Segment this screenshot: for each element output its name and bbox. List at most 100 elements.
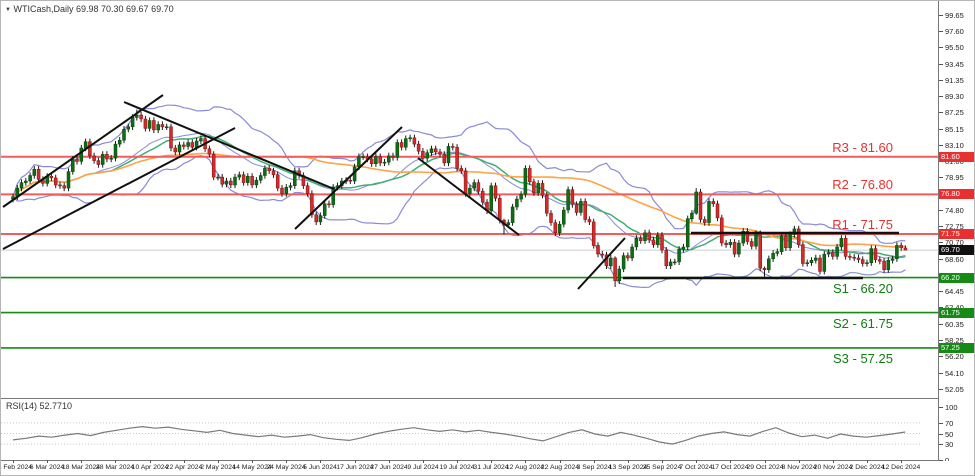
candle <box>310 193 314 216</box>
date-tick-label[interactable]: 31 Jul 2024 <box>473 464 509 471</box>
date-tick-label[interactable]: 19 Jul 2024 <box>439 464 475 471</box>
date-tick-label[interactable]: 2 Dec 2024 <box>849 464 885 471</box>
candle <box>361 156 365 158</box>
date-tick-label[interactable]: 12 Aug 2024 <box>505 464 545 471</box>
candle <box>562 209 566 225</box>
trendline[interactable] <box>294 126 403 230</box>
date-tick-label[interactable]: 23 Feb 2024 <box>1 464 33 471</box>
candle <box>357 156 361 168</box>
candle <box>660 234 664 251</box>
candle <box>387 155 391 163</box>
date-tick-label[interactable]: 13 Sep 2024 <box>608 464 648 471</box>
candle <box>164 126 169 129</box>
date-tick-label[interactable]: 9 Jul 2024 <box>407 464 439 471</box>
date-tick-label[interactable]: 27 Jun 2024 <box>370 464 408 471</box>
candle <box>493 185 498 199</box>
price-level-badge: 81.60 <box>939 152 974 162</box>
candle <box>737 242 741 255</box>
candle <box>288 185 293 188</box>
price-tick-label: 85.15 <box>945 125 964 134</box>
candle <box>702 219 707 223</box>
date-tick-label[interactable]: 12 Dec 2024 <box>881 464 921 471</box>
candle <box>314 214 318 223</box>
candle <box>480 190 485 203</box>
ohlc-readout: 69.98 70.30 69.67 69.70 <box>76 4 174 14</box>
rsi-pane[interactable] <box>1 399 938 460</box>
candle <box>720 217 724 244</box>
date-tick-label[interactable]: 17 Oct 2024 <box>711 464 749 471</box>
date-tick-label[interactable]: 22 Aug 2024 <box>540 464 580 471</box>
candle <box>869 248 874 263</box>
candle <box>886 260 891 270</box>
date-tick-mark <box>81 460 82 463</box>
date-tick-label[interactable]: 3 Sep 2024 <box>576 464 612 471</box>
price-axis[interactable]: 99.65 97.60 95.50 93.45 91.35 89.30 87.25 85.15… <box>939 1 974 475</box>
candle <box>865 262 869 264</box>
candle <box>771 253 775 260</box>
candle <box>182 144 186 147</box>
date-tick-label[interactable]: 17 Jun 2024 <box>336 464 374 471</box>
symbol-dropdown-icon[interactable]: ▼ <box>5 7 11 13</box>
price-tick-mark <box>939 242 943 243</box>
trendline[interactable] <box>417 157 520 236</box>
date-tick-label[interactable]: 14 May 2024 <box>232 464 272 471</box>
rsi-scale-label: 50 <box>945 430 954 439</box>
candle <box>711 201 716 205</box>
candle <box>49 176 54 179</box>
candle <box>66 171 71 189</box>
candle <box>600 253 605 256</box>
candle <box>459 168 464 172</box>
candle <box>506 222 511 226</box>
date-tick-label[interactable]: 6 Mar 2024 <box>29 464 65 471</box>
trendline[interactable] <box>123 101 335 190</box>
candle <box>348 179 353 182</box>
main-chart-pane[interactable]: ▼ WTICash,Daily 69.98 70.30 69.67 69.70 … <box>1 1 938 398</box>
price-tick-label: 62.40 <box>945 303 964 312</box>
date-tick-label[interactable]: 28 Mar 2024 <box>95 464 135 471</box>
date-tick-label[interactable]: 7 Oct 2024 <box>679 464 713 471</box>
candle <box>843 238 848 257</box>
candle <box>100 154 105 165</box>
price-tick-mark <box>939 47 943 48</box>
candle <box>331 187 335 205</box>
trendline[interactable] <box>577 237 626 290</box>
candle <box>510 206 515 223</box>
price-tick-mark <box>939 210 943 211</box>
date-tick-label[interactable]: 8 Nov 2024 <box>781 464 817 471</box>
candle <box>463 170 468 194</box>
date-tick-label[interactable]: 25 Sep 2024 <box>642 464 682 471</box>
candle <box>826 252 831 255</box>
candle <box>566 189 570 211</box>
candle <box>805 262 809 264</box>
trendline[interactable] <box>2 127 236 250</box>
date-tick-label[interactable]: 22 Apr 2024 <box>165 464 203 471</box>
candle <box>374 156 378 165</box>
candle <box>831 252 835 257</box>
date-tick-label[interactable]: 5 Jun 2024 <box>303 464 337 471</box>
candle <box>199 138 203 142</box>
trendline[interactable] <box>2 94 164 208</box>
candle <box>779 235 784 252</box>
date-tick-mark <box>765 460 766 463</box>
candle <box>574 204 579 213</box>
date-tick-label[interactable]: 10 Apr 2024 <box>131 464 169 471</box>
price-tick-label: 78.95 <box>945 173 964 182</box>
candle <box>754 233 758 247</box>
date-tick-label[interactable]: 18 Mar 2024 <box>61 464 101 471</box>
date-tick-label[interactable]: 2 May 2024 <box>200 464 236 471</box>
candle <box>143 118 148 129</box>
date-tick-label[interactable]: 20 Nov 2024 <box>813 464 853 471</box>
candle <box>433 148 438 153</box>
date-tick-mark <box>150 460 151 463</box>
pane-separator[interactable] <box>1 398 974 399</box>
price-tick-mark <box>939 324 943 325</box>
candle <box>801 244 805 264</box>
date-tick-label[interactable]: 24 May 2024 <box>266 464 306 471</box>
candle <box>651 239 656 245</box>
price-level-badge: 57.25 <box>939 343 974 353</box>
candle <box>664 249 669 267</box>
bollinger-lower-band <box>12 154 906 289</box>
candle <box>271 170 276 175</box>
date-tick-label[interactable]: 29 Oct 2024 <box>746 464 784 471</box>
